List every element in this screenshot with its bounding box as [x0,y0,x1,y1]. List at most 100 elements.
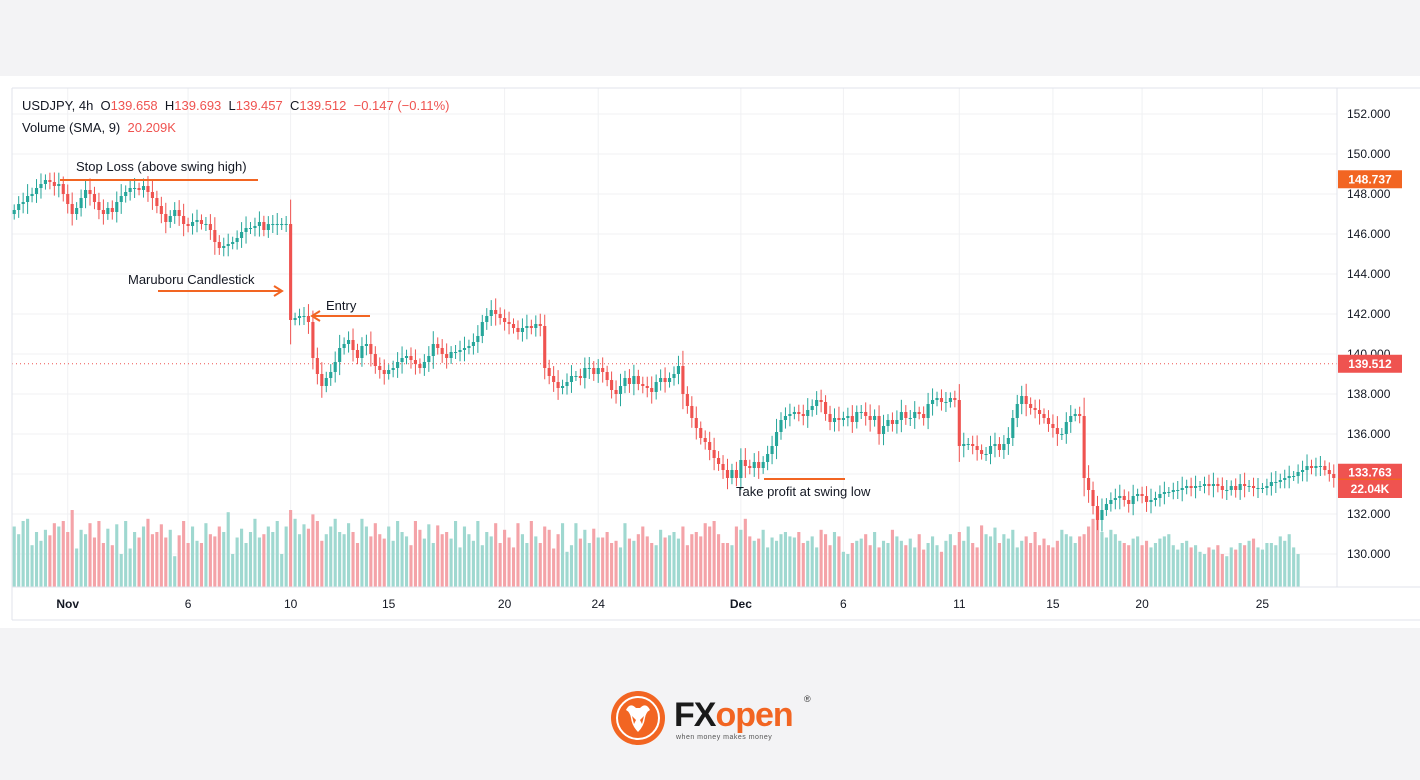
volume-bar [471,540,475,587]
candle-body [534,324,538,328]
volume-bar [1002,534,1006,587]
volume-bar [271,532,275,587]
volume-bar [431,543,435,587]
volume-bar [770,537,774,587]
volume-bar [333,518,337,587]
volume-bar [222,532,226,587]
volume-bar [213,536,217,587]
candle-body [1318,466,1322,467]
candle-body [1127,500,1131,504]
volume-bar [886,543,890,587]
volume-bar [1211,549,1215,587]
candle-body [485,316,489,322]
volume-bar [926,543,930,587]
volume-bar [997,543,1001,587]
volume-bar [476,521,480,587]
volume-bar [1243,545,1247,587]
volume-bar [1220,554,1224,587]
candle-body [1327,470,1331,474]
candle-body [141,186,146,190]
candle-body [841,418,845,420]
volume-bar [61,521,65,587]
candle-body [26,196,30,202]
volume-bar [146,518,150,587]
volume-bar [1118,540,1122,587]
candle-body [877,416,881,434]
candle-body [378,366,382,370]
candle-body [832,418,837,422]
volume-bar [34,532,39,587]
high-value: 139.693 [174,98,222,113]
candle-body [783,416,788,420]
volume-bar [409,545,413,587]
candle-body [52,182,56,186]
volume-bar [543,526,547,587]
volume-bar [917,534,921,587]
candle-body [124,192,128,196]
x-tick-label: 25 [1256,597,1270,611]
volume-bar [1234,549,1238,587]
x-tick-label: 6 [185,597,192,611]
volume-bar [1194,545,1198,587]
candle-body [511,324,516,328]
volume-bar [311,514,315,587]
candle-body [824,402,828,414]
volume-bar [297,534,302,587]
candle-body [703,438,707,442]
volume-bar [1087,526,1091,587]
volume-bar [841,551,845,587]
volume-bar [57,526,61,587]
candle-body [182,216,186,224]
candle-body [1033,408,1037,410]
volume-bar [240,528,244,587]
candle-body [17,204,21,210]
candle-body [1251,486,1256,488]
candle-body [1158,494,1162,498]
candle-body [868,416,872,420]
candle-body [387,370,391,374]
candle-body [106,208,110,214]
last-close-price-tag-bg [1338,463,1402,482]
candle-body [1314,466,1318,468]
candle-body [311,322,315,358]
volume-bar [618,547,623,587]
volume-bar [173,556,177,587]
price-chart[interactable]: 152.000 150.000 148.000 146.000 144.000 142.0… [0,76,1420,628]
volume-bar [569,545,574,587]
volume-bar [574,523,578,587]
candle-body [574,376,578,377]
volume-bar [1140,545,1144,587]
candle-body [231,242,235,244]
candle-body [57,184,61,186]
volume-bar [248,532,253,587]
candle-body [752,462,756,468]
last-close-price-tag: 133.763 [1348,466,1392,480]
candle-body [837,418,841,420]
close-value: 139.512 [299,98,347,113]
candle-body [507,322,511,324]
candle-body [280,224,284,225]
volume-bar [1095,510,1100,587]
low-label: L [228,98,236,113]
candle-body [659,378,663,382]
volume-bar [1162,536,1166,587]
volume-bar [1127,545,1131,587]
volume-bar [369,536,373,587]
volume-bar [66,532,70,587]
candle-body [1006,438,1010,444]
candle-body [355,350,360,358]
volume-bar [1296,554,1300,587]
volume-bar [663,537,667,587]
volume-bar [284,526,288,587]
volume-bar [1131,538,1135,587]
volume-bar [360,518,364,587]
candle-body [226,244,230,246]
candle-body [864,412,868,416]
y-tick-label: 142.000 [1347,307,1391,321]
volume-bar [672,532,676,587]
volume-bar [1082,534,1086,587]
volume-bar [815,547,819,587]
candle-body [498,314,502,318]
candle-body [1229,486,1233,490]
candle-body [445,354,449,358]
